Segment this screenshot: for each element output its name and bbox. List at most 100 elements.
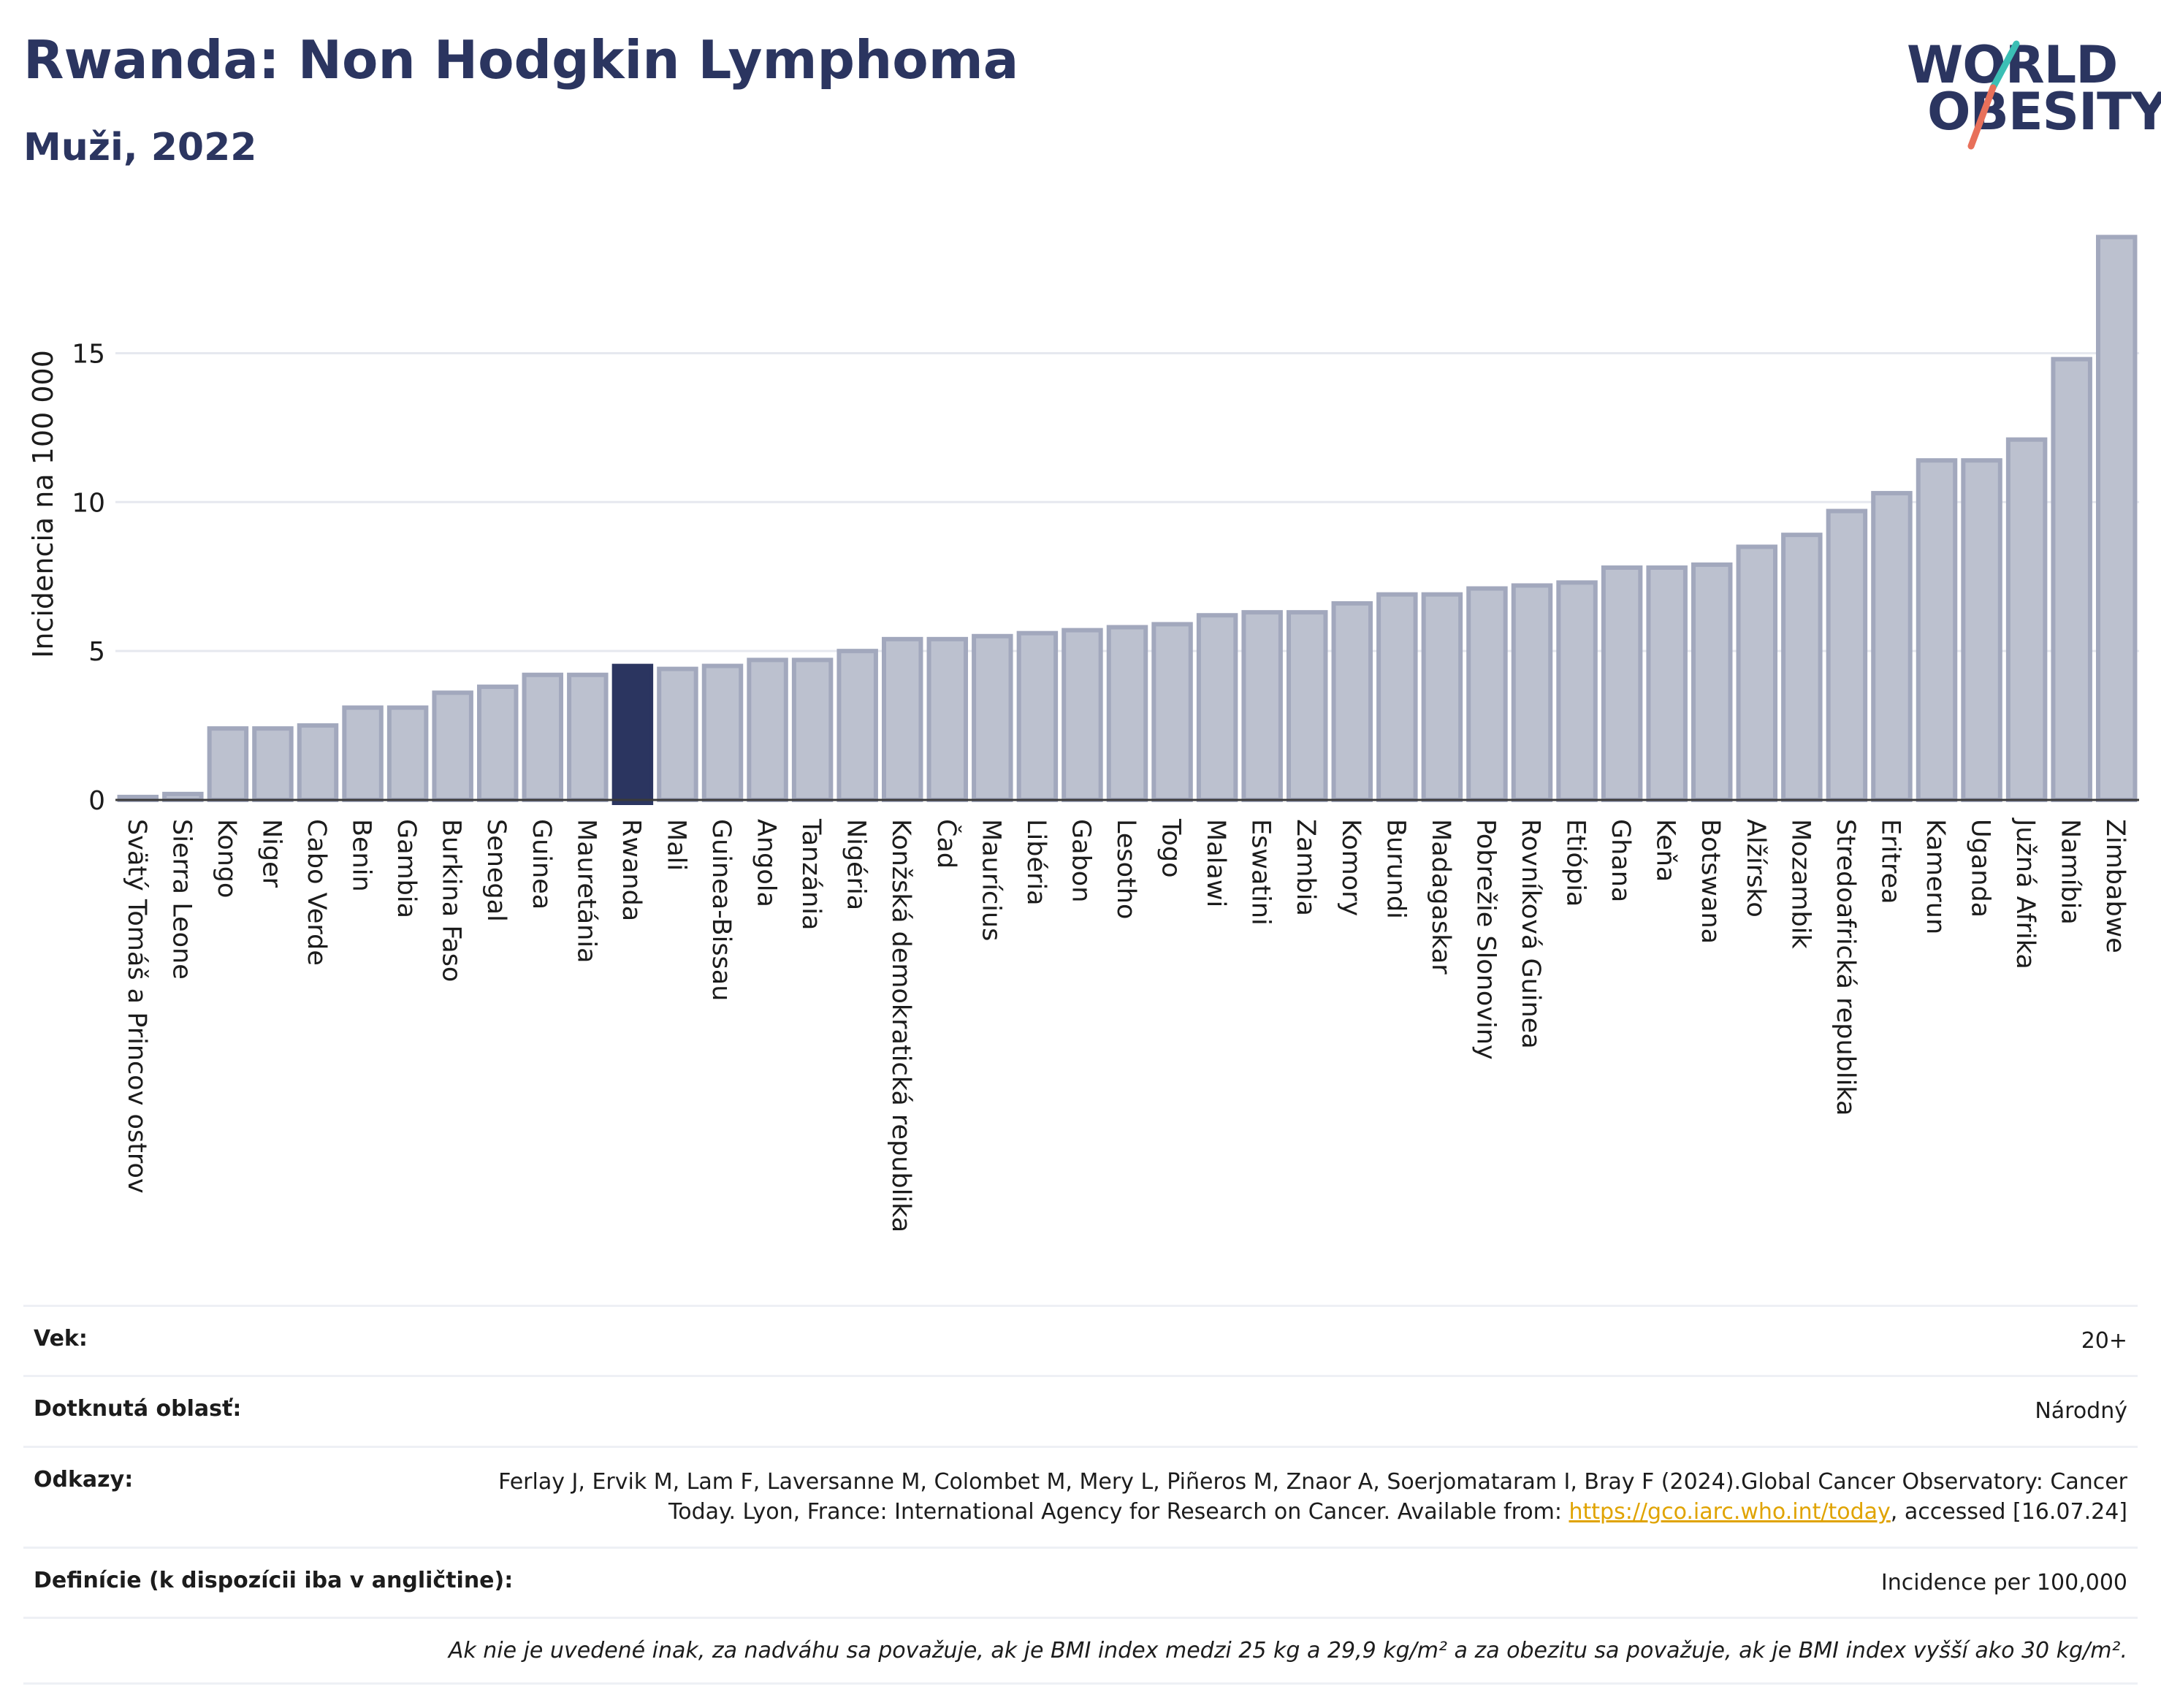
x-tick-label: Mali — [661, 819, 690, 871]
bar-komory — [1331, 601, 1373, 803]
x-tick-label: Eritrea — [1875, 819, 1905, 904]
bar-ju-n-afrika — [2005, 437, 2048, 802]
bar-mozambik — [1781, 533, 1823, 803]
x-tick-label: Rwanda — [617, 819, 646, 921]
x-tick-label: Etiópia — [1561, 819, 1590, 907]
references-text: Ferlay J, Ervik M, Lam F, Laversanne M, … — [498, 1468, 2127, 1525]
x-tick-label: Malawi — [1201, 819, 1230, 907]
age-value: 20+ — [2081, 1328, 2127, 1354]
bar-ghana — [1601, 565, 1643, 802]
axes: 0 5 10 15 Svätý Tomáš a Princov ostrov Sierra… — [72, 339, 2139, 1232]
x-tick-label: Benin — [347, 819, 376, 892]
x-tick-label: Mozambik — [1785, 819, 1815, 949]
x-tick-label: Angola — [752, 819, 781, 907]
x-tick-label: Tanzánia — [796, 818, 826, 930]
x-tick-label: Guinea — [527, 819, 556, 910]
x-tick-label: Eswatini — [1246, 819, 1276, 926]
x-tick-label: Guinea-Bissau — [706, 819, 736, 1001]
x-tick-label: Libéria — [1021, 819, 1051, 906]
bar-stredoafrick-republika — [1826, 508, 1868, 802]
x-tick-label: Čad — [931, 819, 962, 869]
x-tick-label: Burundi — [1381, 819, 1410, 919]
bar-senegal — [476, 685, 519, 802]
x-tick-label: Rovníková Guinea — [1516, 819, 1545, 1049]
references-label: Odkazy: — [34, 1466, 134, 1492]
bar-togo — [1151, 622, 1193, 803]
area-value: Národný — [2035, 1398, 2127, 1425]
bar-ke-a — [1646, 565, 1688, 802]
meta-row-definitions: Definície (k dispozícii iba v angličtine… — [23, 1546, 2138, 1617]
bar-chart: 0 5 10 15 Svätý Tomáš a Princov ostrov Sierra… — [27, 235, 2139, 1232]
x-tick-label: Madagaskar — [1426, 819, 1455, 975]
bar-kon-sk-demokratick-republika — [881, 636, 923, 802]
bmi-note: Ak nie je uvedené inak, za nadváhu sa po… — [448, 1637, 2127, 1663]
bar-burundi — [1376, 592, 1418, 802]
bar-al-rsko — [1736, 544, 1778, 802]
references-link[interactable]: https://gco.iarc.who.int/today — [1569, 1499, 1891, 1525]
bar-gabon — [1062, 628, 1103, 802]
x-tick-label: Burkina Faso — [437, 819, 466, 982]
page-title: Rwanda: Non Hodgkin Lymphoma — [23, 29, 1019, 91]
bar-madagaskar — [1421, 592, 1463, 802]
bar-mauret-nia — [567, 672, 609, 802]
y-tick-label: 15 — [72, 339, 105, 369]
page-subtitle: Muži, 2022 — [23, 126, 257, 169]
y-tick-label: 10 — [72, 488, 105, 518]
bar-malawi — [1196, 613, 1238, 802]
x-tick-label: Stredoafrická republika — [1831, 819, 1860, 1116]
x-tick-label: Zimbabwe — [2100, 819, 2130, 953]
bar-eswatini — [1241, 610, 1283, 803]
x-tick-label: Svätý Tomáš a Princov ostrov — [122, 819, 151, 1194]
meta-row-note: Ak nie je uvedené inak, za nadváhu sa po… — [23, 1616, 2138, 1685]
references-value: Ferlay J, Ervik M, Lam F, Laversanne M, … — [447, 1467, 2127, 1528]
x-tick-label: Zambia — [1291, 819, 1320, 916]
definitions-value: Incidence per 100,000 — [1880, 1569, 2127, 1595]
bar-eti-pia — [1556, 580, 1598, 803]
bar--ad — [926, 636, 969, 802]
metadata-table: Vek: 20+ Dotknutá oblasť: Národný Odkazy… — [23, 1305, 2138, 1685]
y-tick-label: 5 — [88, 637, 105, 667]
bar-guinea — [522, 672, 564, 802]
x-tick-label: Namíbia — [2056, 819, 2085, 925]
age-label: Vek: — [34, 1326, 88, 1351]
y-axis-label: Incidencia na 100 000 — [27, 350, 59, 658]
x-tick-label: Niger — [256, 819, 286, 888]
x-tick-label: Botswana — [1696, 819, 1725, 944]
x-tick-label: Gabon — [1066, 819, 1095, 902]
bar-benin — [342, 705, 384, 802]
x-tick-label: Gambia — [392, 819, 421, 918]
x-tick-label: Nigéria — [842, 819, 871, 910]
bar-zambia — [1286, 610, 1328, 803]
bar-kongo — [207, 726, 249, 803]
bar-rwanda — [611, 663, 654, 805]
references-accessed: , accessed [16.07.24] — [1890, 1499, 2127, 1525]
meta-row-references: Odkazy: Ferlay J, Ervik M, Lam F, Lavers… — [23, 1445, 2138, 1547]
x-tick-label: Ghana — [1606, 819, 1635, 902]
meta-row-area: Dotknutá oblasť: Národný — [23, 1375, 2138, 1445]
x-tick-label: Sierra Leone — [167, 819, 196, 980]
bars — [117, 235, 2138, 805]
x-tick-label: Maurícius — [976, 819, 1005, 941]
bar-lib-ria — [1016, 630, 1059, 803]
bar-cabo-verde — [297, 723, 339, 802]
bar-zimbabwe — [2095, 235, 2138, 802]
x-tick-label: Pobrežie Slonoviny — [1471, 819, 1500, 1060]
bar-niger — [252, 726, 294, 803]
bar-burkina-faso — [432, 690, 473, 802]
world-obesity-logo: WORLD OBESITY — [1907, 37, 2161, 153]
x-tick-label: Kamerun — [1921, 819, 1950, 934]
bar-eritrea — [1871, 491, 1913, 802]
bar-nig-ria — [836, 649, 878, 803]
bar-kamerun — [1916, 458, 1958, 802]
bar-mali — [657, 666, 698, 802]
x-tick-label: Alžírsko — [1741, 819, 1770, 918]
bar-lesotho — [1106, 625, 1148, 802]
x-tick-label: Lesotho — [1111, 819, 1140, 919]
x-tick-label: Konžská demokratická republika — [886, 819, 915, 1232]
x-tick-label: Cabo Verde — [302, 819, 331, 966]
bar-angola — [747, 657, 788, 803]
bar-maur-cius — [972, 633, 1013, 802]
bar-rovn-kov-guinea — [1511, 583, 1553, 802]
bar-tanz-nia — [791, 657, 834, 803]
bar-uganda — [1961, 458, 2002, 802]
